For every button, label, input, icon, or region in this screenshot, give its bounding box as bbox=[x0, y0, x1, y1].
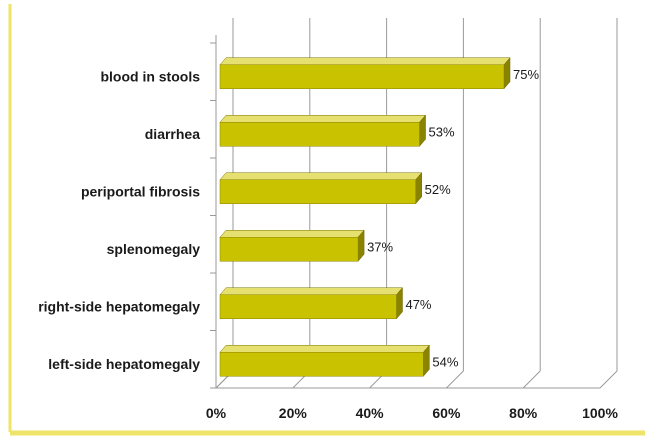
bar bbox=[219, 122, 420, 147]
category-label: blood in stools bbox=[100, 68, 200, 84]
bar-top bbox=[219, 345, 430, 353]
gridline-floor bbox=[446, 370, 464, 389]
data-label: 54% bbox=[432, 355, 458, 370]
x-tick-label: 0% bbox=[206, 405, 227, 421]
bar-top bbox=[219, 287, 404, 295]
data-label: 52% bbox=[425, 182, 451, 197]
x-tick-label: 20% bbox=[279, 405, 308, 421]
bar bbox=[219, 294, 397, 319]
bar-top bbox=[219, 57, 511, 65]
category-label: periportal fibrosis bbox=[81, 183, 200, 199]
category-label: right-side hepatomegaly bbox=[38, 298, 200, 314]
bar bbox=[219, 179, 416, 204]
bars bbox=[219, 57, 511, 377]
bar-top bbox=[219, 172, 423, 180]
data-label: 53% bbox=[429, 125, 455, 140]
category-label: left-side hepatomegaly bbox=[48, 356, 200, 372]
x-tick-label: 80% bbox=[509, 405, 538, 421]
x-tick-label: 60% bbox=[432, 405, 461, 421]
category-label: diarrhea bbox=[145, 126, 200, 142]
category-label: splenomegaly bbox=[107, 241, 201, 257]
x-tick-label: 100% bbox=[582, 405, 618, 421]
x-tick-label: 40% bbox=[356, 405, 385, 421]
data-label: 47% bbox=[405, 297, 431, 312]
bar bbox=[219, 237, 359, 262]
bar bbox=[219, 352, 424, 377]
bar-top bbox=[219, 115, 427, 123]
chart-frame bbox=[8, 4, 645, 436]
gridline-floor bbox=[599, 370, 618, 389]
labels: 0% 20% 40% 60% 80% 100% 75% blood in stools 53% d… bbox=[38, 67, 618, 421]
bar-top bbox=[219, 230, 365, 238]
bar bbox=[219, 64, 505, 89]
gridline-floor bbox=[522, 370, 541, 389]
data-label: 75% bbox=[513, 67, 539, 82]
data-label: 37% bbox=[367, 240, 393, 255]
